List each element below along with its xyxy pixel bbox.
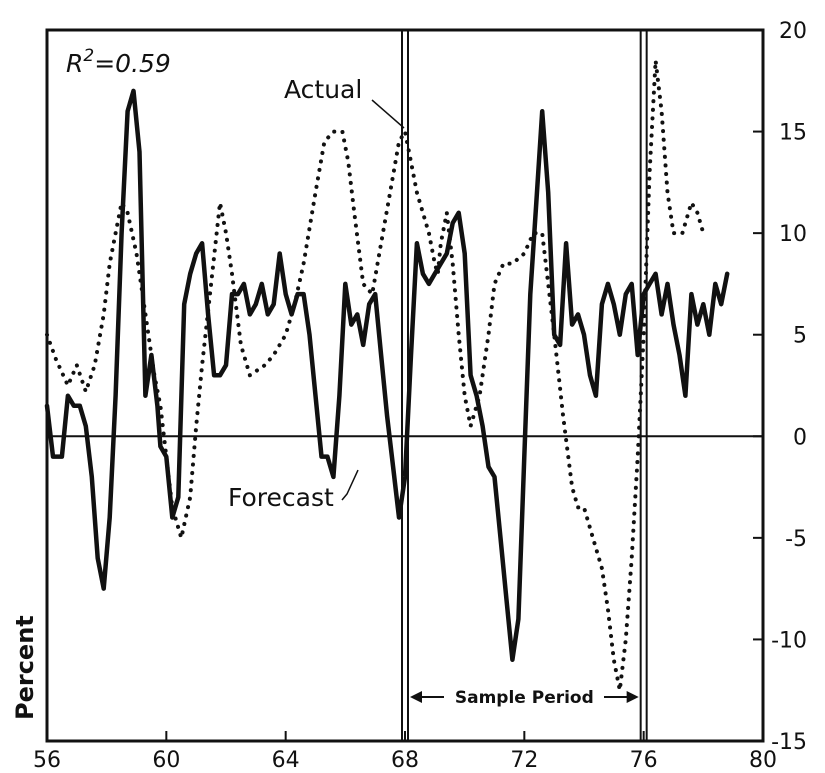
sample-period-label: Sample Period bbox=[455, 688, 594, 708]
actual-annotation: Actual bbox=[284, 75, 362, 104]
x-tick-label: 80 bbox=[749, 748, 777, 773]
y-tick-label: 15 bbox=[779, 121, 807, 146]
forecast-annotation: Forecast bbox=[228, 483, 334, 512]
x-tick-label: 68 bbox=[391, 748, 419, 773]
y-tick-label: -5 bbox=[785, 527, 807, 552]
x-tick-label: 56 bbox=[33, 748, 61, 773]
y-tick-label: -15 bbox=[771, 730, 807, 755]
series-line-forecast bbox=[44, 88, 730, 662]
x-axis: 56 60 64 68 72 76 80 bbox=[33, 731, 777, 773]
x-tick-label: 72 bbox=[510, 748, 538, 773]
y-tick-label: 0 bbox=[793, 425, 807, 450]
y-axis-label: Percent bbox=[11, 615, 39, 720]
sample-period-marker: Sample Period bbox=[401, 30, 648, 741]
series-layer bbox=[44, 58, 730, 693]
r-squared-label: R2=0.59 bbox=[66, 46, 171, 78]
y-tick-label: -10 bbox=[771, 628, 807, 653]
arrowhead-left bbox=[410, 691, 422, 703]
y-tick-label: 5 bbox=[793, 324, 807, 349]
x-tick-label: 76 bbox=[630, 748, 658, 773]
y-tick-label: 20 bbox=[779, 19, 807, 44]
x-tick-label: 64 bbox=[272, 748, 300, 773]
y-axis: -15 -10 -5 0 5 10 15 20 bbox=[753, 19, 807, 755]
y-tick-label: 10 bbox=[779, 222, 807, 247]
actual-leader bbox=[371, 99, 405, 129]
arrowhead-right bbox=[626, 691, 639, 703]
x-tick-label: 60 bbox=[152, 748, 180, 773]
forecast-leader bbox=[341, 469, 359, 501]
